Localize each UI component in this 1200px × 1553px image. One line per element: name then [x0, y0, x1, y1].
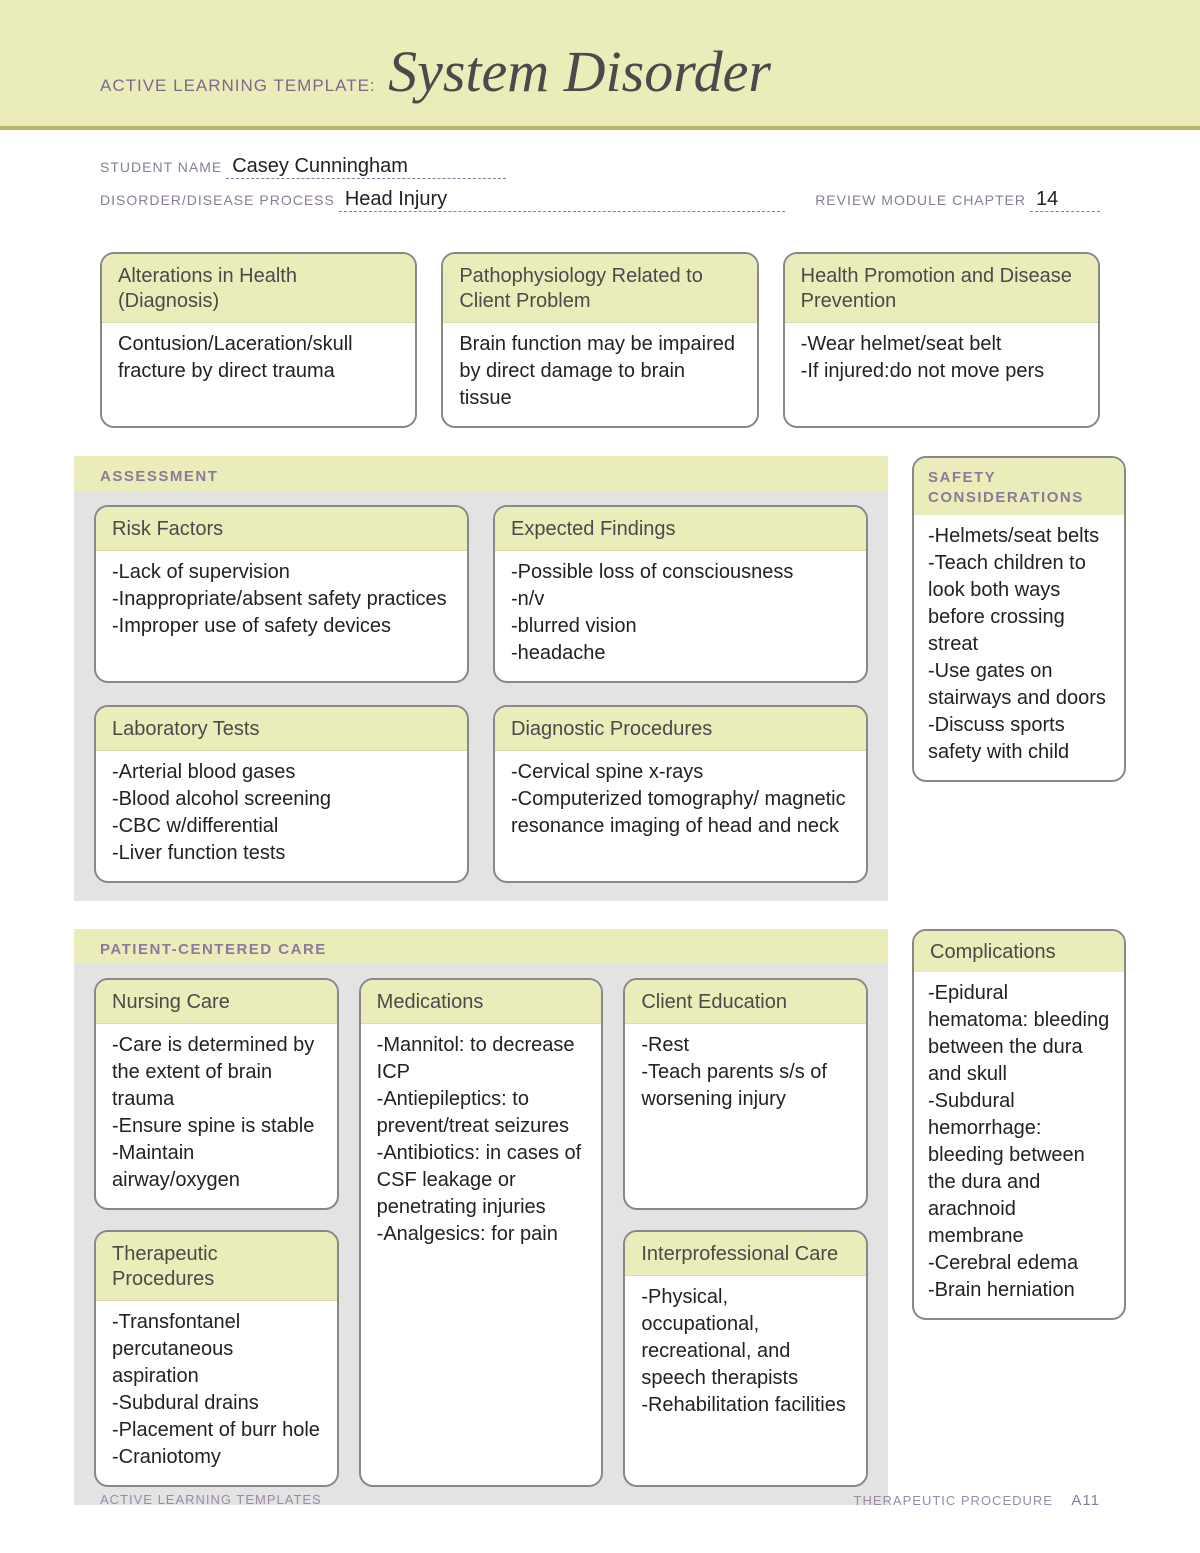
card-promo-title: Health Promotion and Disease Prevention	[785, 254, 1098, 323]
main-content: Alterations in Health (Diagnosis) Contus…	[0, 230, 1200, 1505]
inter-title: Interprofessional Care	[625, 1232, 866, 1276]
card-expected-findings: Expected Findings -Possible loss of cons…	[493, 505, 868, 683]
risk-body: -Lack of supervision -Inappropriate/abse…	[96, 551, 467, 654]
footer-right-label: THERAPEUTIC PROCEDURE	[854, 1493, 1053, 1508]
nursing-title: Nursing Care	[96, 980, 337, 1024]
card-nursing-care: Nursing Care -Care is determined by the …	[94, 978, 339, 1210]
therapeutic-title: Therapeutic Procedures	[96, 1232, 337, 1301]
process-label: DISORDER/DISEASE PROCESS	[100, 192, 335, 208]
education-body: -Rest -Teach parents s/s of worsening in…	[625, 1024, 866, 1154]
assessment-panel: Risk Factors -Lack of supervision -Inapp…	[74, 491, 888, 901]
pcc-band: PATIENT-CENTERED CARE	[74, 929, 888, 964]
card-patho-title: Pathophysiology Related to Client Proble…	[443, 254, 756, 323]
safety-column: SAFETY CONSIDERATIONS -Helmets/seat belt…	[912, 456, 1126, 901]
nursing-body: -Care is determined by the extent of bra…	[96, 1024, 337, 1208]
chapter-value: 14	[1030, 189, 1100, 212]
header-label: ACTIVE LEARNING TEMPLATE:	[100, 76, 376, 96]
card-client-education: Client Education -Rest -Teach parents s/…	[623, 978, 868, 1210]
meds-title: Medications	[361, 980, 602, 1024]
assessment-band: ASSESSMENT	[74, 456, 888, 491]
assessment-section: ASSESSMENT Risk Factors -Lack of supervi…	[74, 456, 1126, 901]
page: ACTIVE LEARNING TEMPLATE: System Disorde…	[0, 0, 1200, 1553]
student-name-label: STUDENT NAME	[100, 159, 222, 175]
card-pathophysiology: Pathophysiology Related to Client Proble…	[441, 252, 758, 428]
card-alterations-title: Alterations in Health (Diagnosis)	[102, 254, 415, 323]
safety-header: SAFETY CONSIDERATIONS	[914, 458, 1124, 515]
chapter-label: REVIEW MODULE CHAPTER	[815, 192, 1026, 208]
student-info: STUDENT NAME Casey Cunningham DISORDER/D…	[0, 130, 1200, 230]
labs-body: -Arterial blood gases -Blood alcohol scr…	[96, 751, 467, 881]
safety-body: -Helmets/seat belts -Teach children to l…	[914, 515, 1124, 780]
header-title: System Disorder	[388, 38, 771, 105]
card-alterations: Alterations in Health (Diagnosis) Contus…	[100, 252, 417, 428]
card-patho-body: Brain function may be impaired by direct…	[443, 323, 756, 426]
risk-title: Risk Factors	[96, 507, 467, 551]
pcc-panel: Nursing Care -Care is determined by the …	[74, 964, 888, 1505]
complications-title: Complications	[914, 931, 1124, 972]
card-complications: Complications -Epidural hematoma: bleedi…	[912, 929, 1126, 1320]
therapeutic-body: -Transfontanel percutaneous aspiration -…	[96, 1301, 337, 1485]
process-value: Head Injury	[339, 189, 785, 212]
card-therapeutic-procedures: Therapeutic Procedures -Transfontanel pe…	[94, 1230, 339, 1487]
pcc-label: PATIENT-CENTERED CARE	[100, 941, 862, 958]
card-risk-factors: Risk Factors -Lack of supervision -Inapp…	[94, 505, 469, 683]
labs-title: Laboratory Tests	[96, 707, 467, 751]
header-band: ACTIVE LEARNING TEMPLATE: System Disorde…	[0, 0, 1200, 130]
card-health-promotion: Health Promotion and Disease Prevention …	[783, 252, 1100, 428]
assessment-label: ASSESSMENT	[100, 468, 862, 485]
student-name-value: Casey Cunningham	[226, 156, 506, 179]
inter-body: -Physical, occupational, recreational, a…	[625, 1276, 866, 1433]
expected-body: -Possible loss of consciousness -n/v -bl…	[495, 551, 866, 681]
card-promo-body: -Wear helmet/seat belt -If injured:do no…	[785, 323, 1098, 399]
page-footer: ACTIVE LEARNING TEMPLATES THERAPEUTIC PR…	[100, 1492, 1100, 1509]
complications-body: -Epidural hematoma: bleeding between the…	[914, 972, 1124, 1318]
footer-left: ACTIVE LEARNING TEMPLATES	[100, 1492, 322, 1509]
diag-body: -Cervical spine x-rays -Computerized tom…	[495, 751, 866, 854]
card-interprofessional-care: Interprofessional Care -Physical, occupa…	[623, 1230, 868, 1487]
expected-title: Expected Findings	[495, 507, 866, 551]
pcc-section: PATIENT-CENTERED CARE Nursing Care -Care…	[74, 929, 1126, 1505]
safety-title: SAFETY CONSIDERATIONS	[928, 468, 1110, 507]
card-medications: Medications -Mannitol: to decrease ICP -…	[359, 978, 604, 1487]
top-row: Alterations in Health (Diagnosis) Contus…	[100, 252, 1100, 428]
complications-column: Complications -Epidural hematoma: bleedi…	[912, 929, 1126, 1505]
diag-title: Diagnostic Procedures	[495, 707, 866, 751]
card-laboratory-tests: Laboratory Tests -Arterial blood gases -…	[94, 705, 469, 883]
card-alterations-body: Contusion/Laceration/skull fracture by d…	[102, 323, 415, 399]
education-title: Client Education	[625, 980, 866, 1024]
footer-page: A11	[1071, 1492, 1100, 1509]
card-diagnostic-procedures: Diagnostic Procedures -Cervical spine x-…	[493, 705, 868, 883]
meds-body: -Mannitol: to decrease ICP -Antiepilepti…	[361, 1024, 602, 1262]
card-safety-considerations: SAFETY CONSIDERATIONS -Helmets/seat belt…	[912, 456, 1126, 782]
